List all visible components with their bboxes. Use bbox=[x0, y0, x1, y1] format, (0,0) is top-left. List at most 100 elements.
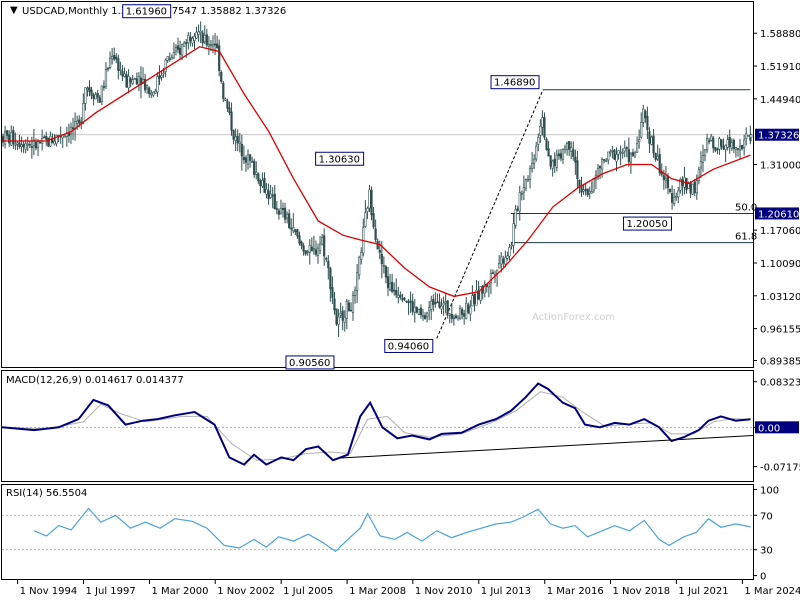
level-price-tag-text: 1.20610 bbox=[758, 209, 799, 220]
candle-body bbox=[273, 193, 276, 210]
candle-body bbox=[446, 300, 449, 314]
candle-body bbox=[55, 134, 58, 144]
candle-body bbox=[578, 179, 581, 188]
candle-body bbox=[693, 181, 696, 194]
annotation-label-2: 0.90560 bbox=[289, 358, 330, 369]
candle-body bbox=[36, 141, 40, 148]
candle-body bbox=[658, 154, 661, 174]
candle-body bbox=[631, 152, 635, 156]
candle-body bbox=[347, 302, 350, 312]
candle-body bbox=[187, 34, 190, 44]
x-tick-label-4: 1 Jul 2005 bbox=[283, 586, 333, 597]
candle-body bbox=[670, 193, 674, 203]
candle-body bbox=[444, 301, 447, 304]
candle-body bbox=[539, 125, 542, 136]
candle-body bbox=[238, 141, 241, 144]
candle-body bbox=[283, 207, 287, 220]
candle-body bbox=[456, 315, 460, 319]
candle-body bbox=[226, 100, 229, 109]
candle-body bbox=[640, 122, 643, 138]
candle-body bbox=[135, 78, 138, 85]
candle-body bbox=[98, 97, 101, 103]
candle-body bbox=[69, 126, 73, 135]
candle-body bbox=[253, 160, 256, 175]
rsi-y-3-label: 0 bbox=[760, 572, 766, 583]
candle-body bbox=[261, 180, 264, 187]
axis-layer: 1.58880 1.51910 1.44940 1.31000 1.17060 1.100… bbox=[17, 29, 800, 597]
candle-body bbox=[32, 139, 36, 147]
candle-body bbox=[372, 213, 375, 228]
candle-body bbox=[380, 253, 383, 265]
candle-body bbox=[720, 139, 723, 147]
candle-body bbox=[734, 147, 738, 150]
candle-body bbox=[705, 137, 709, 151]
candle-body bbox=[281, 207, 285, 211]
candle-body bbox=[356, 272, 359, 291]
candle-body bbox=[489, 273, 493, 283]
candle-body bbox=[316, 247, 320, 257]
candle-body bbox=[300, 241, 303, 247]
annotation-box-4 bbox=[490, 75, 540, 90]
candle-body bbox=[535, 145, 538, 160]
macd-signal-line bbox=[1, 391, 751, 461]
candle-body bbox=[547, 148, 550, 157]
candle-body bbox=[376, 241, 379, 250]
candle-body bbox=[185, 42, 188, 45]
candle-body bbox=[96, 93, 99, 98]
candle-body bbox=[78, 119, 81, 124]
candle-body bbox=[574, 156, 577, 163]
candle-body bbox=[386, 276, 390, 289]
candle-body bbox=[563, 146, 567, 150]
candle-body bbox=[518, 192, 521, 212]
candle-body bbox=[203, 35, 206, 43]
candle-body bbox=[710, 135, 713, 141]
candle-body bbox=[156, 76, 159, 93]
candle-body bbox=[246, 154, 250, 165]
rsi-line bbox=[33, 507, 751, 553]
candle-body bbox=[701, 155, 705, 163]
candle-body bbox=[236, 135, 239, 144]
candle-body bbox=[528, 167, 532, 180]
candle-body bbox=[415, 307, 418, 313]
candle-body bbox=[133, 78, 136, 80]
candle-body bbox=[3, 131, 7, 145]
candle-body bbox=[327, 260, 330, 269]
candle-body bbox=[543, 117, 546, 138]
candle-body bbox=[524, 179, 528, 189]
candle-body bbox=[45, 136, 48, 140]
candle-body bbox=[541, 117, 544, 128]
candle-body bbox=[353, 289, 357, 296]
candle-body bbox=[234, 136, 237, 141]
annotation-box-3 bbox=[384, 338, 434, 353]
candle-body bbox=[152, 92, 155, 96]
candle-body bbox=[174, 47, 178, 52]
candle-body bbox=[358, 256, 361, 276]
candle-body bbox=[580, 186, 583, 193]
candle-body bbox=[49, 135, 52, 147]
dropdown-icon[interactable]: ▼ bbox=[10, 5, 18, 16]
candle-body bbox=[232, 130, 235, 140]
candle-body bbox=[469, 306, 472, 315]
candle-body bbox=[551, 160, 554, 169]
candle-body bbox=[483, 283, 486, 294]
candle-body bbox=[22, 143, 25, 148]
candle-body bbox=[1, 135, 5, 143]
candle-body bbox=[329, 267, 332, 290]
candle-body bbox=[335, 308, 338, 325]
candle-body bbox=[438, 301, 441, 308]
candle-body bbox=[197, 31, 200, 35]
price-layer: 50.0 61.8 1.61960 1.30630 0.90560 0.94060 1.46… bbox=[1, 4, 757, 370]
candle-body bbox=[164, 59, 167, 72]
macd-y-0-label: 0.083235 bbox=[760, 378, 800, 389]
candle-body bbox=[170, 57, 173, 60]
candle-body bbox=[566, 143, 569, 150]
candle-body bbox=[12, 130, 15, 144]
candle-body bbox=[277, 210, 280, 215]
macd-label: MACD(12,26,9) 0.014617 0.014377 bbox=[6, 375, 184, 386]
candle-body bbox=[269, 193, 272, 198]
candle-body bbox=[224, 98, 227, 101]
candle-body bbox=[76, 120, 79, 124]
candle-body bbox=[302, 245, 305, 252]
candle-body bbox=[555, 154, 558, 168]
